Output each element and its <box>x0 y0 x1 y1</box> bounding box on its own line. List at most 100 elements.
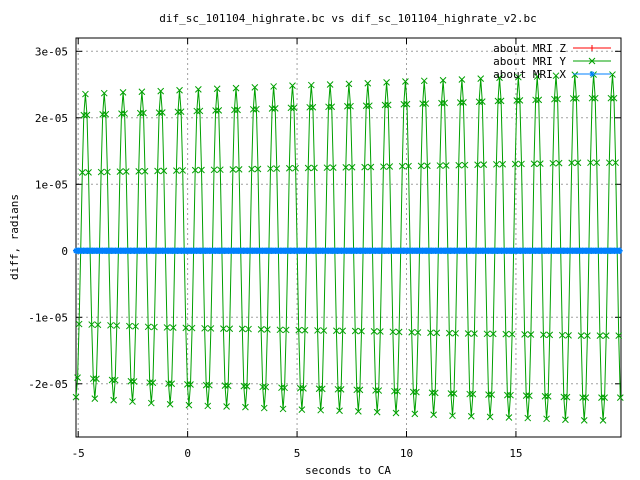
data-point <box>441 99 448 107</box>
data-point <box>351 327 359 335</box>
data-point <box>72 393 80 401</box>
data-point <box>138 88 146 96</box>
data-point <box>135 167 143 175</box>
data-point <box>253 105 260 113</box>
data-point <box>536 160 544 167</box>
data-point <box>271 105 279 112</box>
data-point <box>160 167 168 175</box>
data-point <box>202 381 210 389</box>
data-point <box>155 109 163 116</box>
data-point <box>235 166 243 173</box>
data-point <box>292 164 299 172</box>
data-point <box>157 87 165 95</box>
data-point <box>257 325 265 333</box>
data-point <box>166 400 174 408</box>
x-tick-label: 0 <box>184 447 191 460</box>
data-point <box>502 330 510 338</box>
y-tick-label: -2e-05 <box>28 378 68 391</box>
data-point <box>533 73 541 80</box>
data-point <box>494 97 502 105</box>
data-point <box>149 379 157 387</box>
data-point <box>376 328 384 335</box>
data-point <box>141 167 149 175</box>
data-point <box>169 324 177 331</box>
data-point <box>480 161 488 168</box>
data-point <box>94 321 102 329</box>
data-point <box>177 108 185 116</box>
data-point <box>358 327 365 335</box>
data-point <box>554 95 561 103</box>
data-point <box>395 328 403 336</box>
data-point <box>433 329 441 337</box>
x-tick-label: 10 <box>400 447 413 460</box>
data-point <box>524 414 532 422</box>
data-point <box>213 85 221 93</box>
data-point <box>97 168 105 176</box>
data-point <box>78 169 86 176</box>
data-point <box>549 159 557 167</box>
data-point <box>245 325 252 333</box>
data-point <box>449 412 456 420</box>
data-point <box>505 414 513 421</box>
data-point <box>210 166 218 174</box>
data-point <box>602 332 610 339</box>
data-point <box>215 107 223 114</box>
data-point <box>562 416 569 424</box>
data-point <box>220 325 227 332</box>
data-point <box>311 164 318 172</box>
data-point <box>287 104 295 112</box>
data-point <box>281 384 288 392</box>
grid <box>76 38 621 437</box>
data-point <box>231 106 238 114</box>
data-point <box>609 71 616 78</box>
data-point <box>568 159 576 167</box>
x-axis-ticks: -5 0 5 10 15 <box>72 38 523 460</box>
x-tick-label: 5 <box>294 447 301 460</box>
data-point <box>290 104 298 112</box>
data-point <box>511 160 519 168</box>
data-point <box>518 160 525 168</box>
data-point <box>309 103 317 111</box>
data-point <box>285 164 293 172</box>
y-tick-label: 2e-05 <box>35 112 68 125</box>
data-point <box>400 100 408 108</box>
data-point <box>74 374 81 381</box>
data-point <box>405 162 412 170</box>
data-point <box>296 384 304 392</box>
legend-marker <box>589 71 595 77</box>
data-point <box>185 401 193 409</box>
y-axis-ticks: 3e-05 2e-05 1e-05 0 -1e-05 -2e-05 <box>28 45 621 391</box>
data-point <box>194 86 202 93</box>
data-point <box>260 404 268 412</box>
y-tick-label: 0 <box>61 245 68 258</box>
data-point <box>478 98 486 105</box>
data-point <box>242 403 249 411</box>
data-point <box>278 384 285 392</box>
data-point <box>383 79 390 86</box>
data-point <box>147 399 155 407</box>
data-point <box>445 329 453 337</box>
data-point <box>243 382 251 390</box>
data-point <box>82 90 89 98</box>
data-point <box>535 96 543 104</box>
data-point <box>414 329 422 336</box>
data-point <box>229 166 237 173</box>
data-point <box>544 393 552 400</box>
data-point <box>593 159 601 167</box>
data-point <box>173 167 180 174</box>
data-point <box>546 331 554 339</box>
data-point <box>193 107 201 115</box>
data-point <box>458 76 466 83</box>
data-point <box>205 381 213 389</box>
data-point <box>188 324 196 332</box>
data-point <box>304 164 312 172</box>
data-point <box>232 84 240 92</box>
data-point <box>80 111 88 119</box>
data-point <box>605 159 613 167</box>
data-point <box>118 110 125 117</box>
data-point <box>325 103 332 111</box>
data-point <box>375 387 383 394</box>
data-point <box>136 109 144 117</box>
data-point <box>438 99 445 107</box>
data-point <box>88 321 96 328</box>
